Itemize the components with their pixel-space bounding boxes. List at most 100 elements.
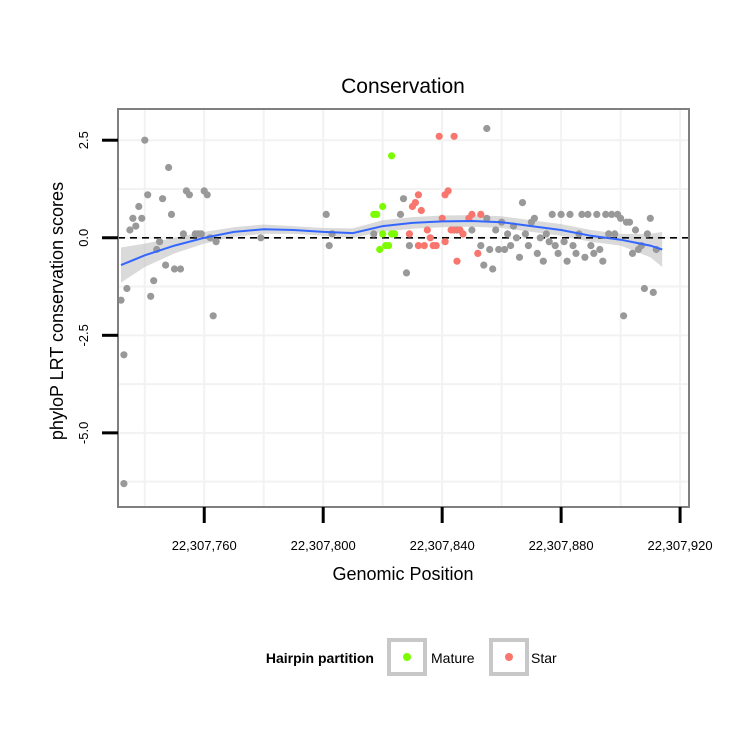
x-tick-label: 22,307,800 <box>291 538 356 553</box>
point-other <box>628 249 637 257</box>
point-other <box>625 218 634 226</box>
point-other <box>120 480 128 488</box>
point-star <box>474 249 482 257</box>
legend-dot-star <box>505 653 513 661</box>
point-other <box>489 265 497 273</box>
point-other <box>587 242 595 250</box>
point-other <box>530 214 539 222</box>
point-mature <box>373 210 381 218</box>
point-other <box>631 226 640 234</box>
point-mature <box>388 152 396 160</box>
legend-title: Hairpin partition <box>266 650 374 666</box>
point-other <box>518 199 527 207</box>
point-other <box>162 261 170 269</box>
point-other <box>179 230 187 238</box>
point-other <box>159 195 167 203</box>
point-other <box>495 245 503 254</box>
point-star <box>435 132 443 140</box>
point-other <box>539 257 547 265</box>
point-other <box>548 210 556 218</box>
point-star <box>438 214 446 222</box>
point-other <box>405 242 413 250</box>
y-tick-label: -5.0 <box>76 422 91 444</box>
point-other <box>599 257 607 265</box>
point-other <box>468 226 476 234</box>
point-star <box>423 226 431 234</box>
point-other <box>521 230 530 238</box>
point-star <box>450 226 458 234</box>
point-other <box>483 214 491 222</box>
point-other <box>507 242 515 250</box>
point-other <box>578 210 586 218</box>
x-tick-label: 22,307,880 <box>529 538 594 553</box>
point-other <box>515 253 524 261</box>
point-star <box>477 210 485 218</box>
point-other <box>566 210 574 218</box>
point-other <box>399 195 408 203</box>
point-other <box>129 214 137 222</box>
point-mature <box>379 202 387 211</box>
point-other <box>209 312 217 320</box>
point-other <box>165 163 173 172</box>
point-star <box>426 234 434 242</box>
y-axis-label: phyloP LRT conservation scores <box>47 182 67 440</box>
point-other <box>620 312 628 320</box>
point-other <box>617 214 625 222</box>
x-tick-label: 22,307,920 <box>648 538 713 553</box>
point-other <box>396 210 405 218</box>
point-other <box>643 230 652 238</box>
point-other <box>542 230 550 238</box>
point-other <box>402 269 411 277</box>
legend-dot-mature <box>403 653 411 661</box>
legend-label-star: Star <box>531 650 557 666</box>
point-other <box>126 226 134 234</box>
point-star <box>453 257 461 265</box>
point-star <box>417 206 425 215</box>
point-other <box>512 234 521 242</box>
point-other <box>257 234 265 242</box>
x-tick-label: 22,307,840 <box>410 538 475 553</box>
point-star <box>432 242 440 250</box>
point-other <box>602 210 610 218</box>
point-other <box>504 230 512 238</box>
y-tick-label: -2.5 <box>76 324 91 346</box>
point-other <box>563 257 571 265</box>
point-other <box>176 265 185 273</box>
point-star <box>411 199 419 207</box>
x-axis-label: Genomic Position <box>332 564 473 584</box>
point-star <box>444 187 452 195</box>
point-other <box>156 238 164 246</box>
point-star <box>414 242 422 250</box>
point-other <box>370 230 378 238</box>
confidence-ribbon <box>121 215 663 283</box>
point-other <box>480 261 488 269</box>
point-other <box>477 242 485 250</box>
point-other <box>170 265 179 273</box>
point-other <box>557 210 565 218</box>
point-other <box>212 238 220 246</box>
point-other <box>590 249 598 257</box>
point-other <box>486 245 494 254</box>
point-other <box>325 242 333 250</box>
point-other <box>649 288 657 296</box>
point-other <box>572 249 580 257</box>
point-other <box>138 214 146 222</box>
point-mature <box>376 245 384 254</box>
plot-panel <box>118 109 689 507</box>
point-other <box>150 277 158 285</box>
point-star <box>468 210 476 218</box>
point-mature <box>379 230 387 238</box>
panel-border <box>117 108 690 508</box>
point-other <box>492 226 500 234</box>
point-other <box>608 210 616 218</box>
point-star <box>459 230 467 238</box>
point-star <box>420 242 428 250</box>
chart-title: Conservation <box>341 75 465 98</box>
point-other <box>483 124 491 133</box>
point-star <box>414 191 422 199</box>
point-other <box>611 230 619 238</box>
point-other <box>646 214 654 222</box>
point-other <box>581 253 589 261</box>
